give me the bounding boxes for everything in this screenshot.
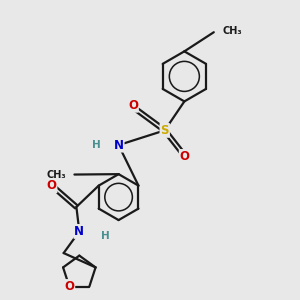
Text: CH₃: CH₃: [223, 26, 242, 36]
Text: CH₃: CH₃: [46, 169, 66, 179]
Text: O: O: [128, 99, 138, 112]
Text: N: N: [74, 225, 84, 238]
Text: O: O: [64, 280, 74, 293]
Text: H: H: [101, 231, 110, 242]
Text: O: O: [180, 150, 190, 163]
Text: S: S: [160, 124, 169, 137]
Text: N: N: [114, 139, 124, 152]
Text: H: H: [92, 140, 100, 150]
Text: O: O: [46, 179, 56, 192]
